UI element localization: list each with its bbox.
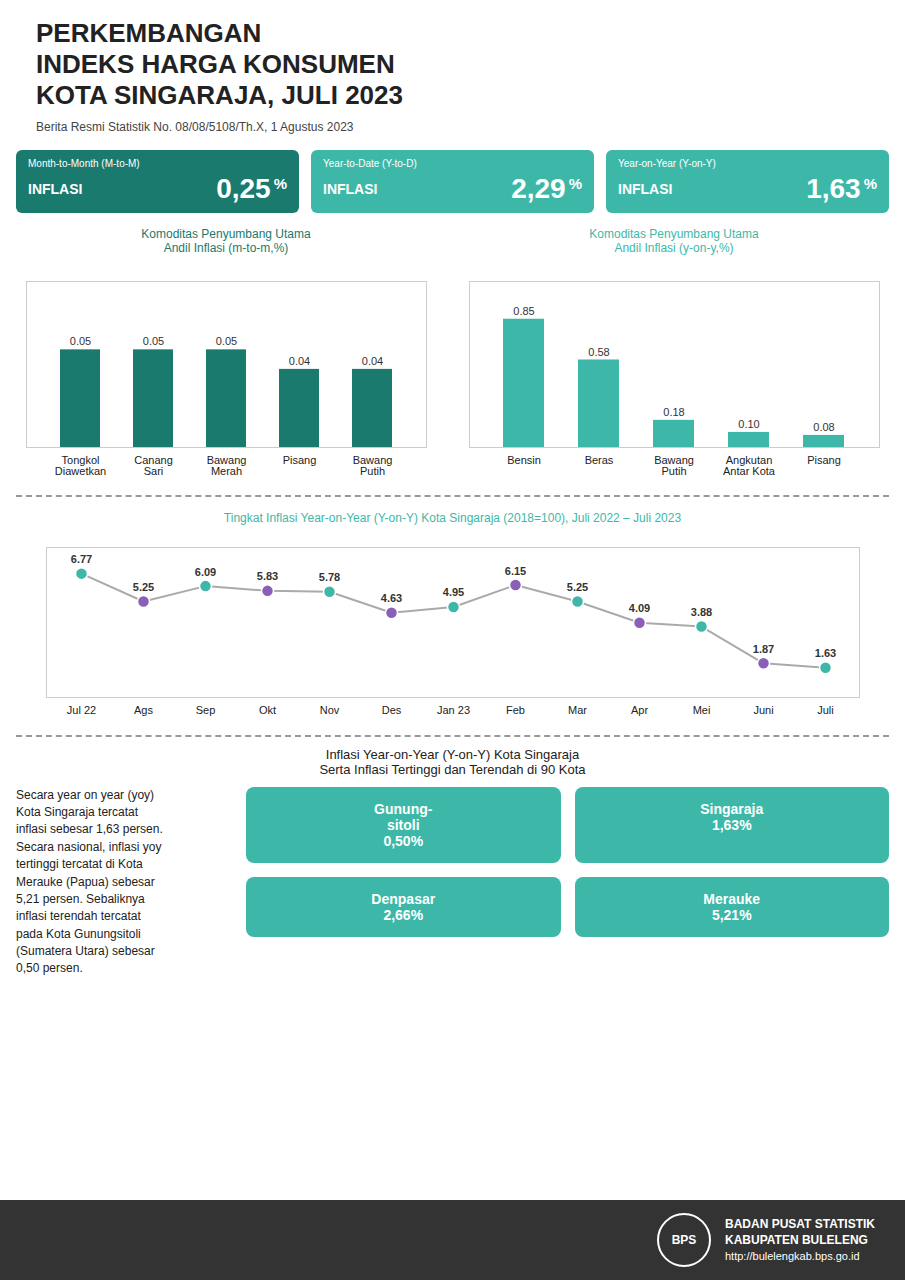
svg-text:Ags: Ags (134, 704, 153, 716)
svg-text:0.04: 0.04 (289, 354, 310, 366)
svg-text:Pisang: Pisang (807, 454, 841, 466)
svg-text:Apr: Apr (631, 704, 648, 716)
svg-text:BawangPutih: BawangPutih (353, 454, 393, 477)
html-text:Secara year on year (yoy) Kota: Secara year on year (yoy) Kota Singaraja… (16, 787, 163, 976)
html-text:Denpasar 2,66%: Denpasar 2,66% (371, 890, 436, 923)
svg-text:Juni: Juni (753, 704, 773, 716)
svg-text:3.88: 3.88 (691, 606, 712, 618)
svg-text:1.63: 1.63 (815, 647, 836, 659)
svg-text:0.58: 0.58 (588, 345, 609, 357)
html-text:Merauke 5,21%: Merauke 5,21% (703, 890, 761, 923)
svg-text:4.09: 4.09 (629, 602, 650, 614)
html-text:2,29%: 2,29% (511, 172, 582, 204)
svg-text:TongkolDiawetkan: TongkolDiawetkan (55, 454, 106, 477)
html-text:INFLASI: INFLASI (323, 180, 378, 197)
svg-text:5.83: 5.83 (257, 570, 278, 582)
svg-text:BawangMerah: BawangMerah (207, 454, 247, 477)
html-text:BPS: BPS (671, 1233, 697, 1247)
svg-text:0.85: 0.85 (513, 304, 534, 316)
svg-text:Sep: Sep (196, 704, 216, 716)
html-text:Inflasi Year-on-Year (Y-on-Y): Inflasi Year-on-Year (Y-on-Y) Kota Singa… (319, 746, 586, 777)
html-text:INFLASI: INFLASI (28, 180, 83, 197)
svg-text:Feb: Feb (506, 704, 525, 716)
html-text:KABUPATEN BULELENG: KABUPATEN BULELENG (725, 1233, 868, 1248)
html-text:Singaraja 1,63%: Singaraja 1,63% (700, 800, 764, 833)
svg-text:4.63: 4.63 (381, 592, 402, 604)
html-text:BADAN PUSAT STATISTIK: BADAN PUSAT STATISTIK (725, 1216, 875, 1231)
svg-text:Pisang: Pisang (283, 454, 317, 466)
html-text:Year-on-Year (Y-on-Y): Year-on-Year (Y-on-Y) (618, 157, 716, 169)
html-text:Year-to-Date (Y-to-D): Year-to-Date (Y-to-D) (323, 157, 417, 169)
svg-text:Juli: Juli (817, 704, 834, 716)
html-text:INFLASI: INFLASI (618, 180, 673, 197)
html-text:Month-to-Month (M-to-M): Month-to-Month (M-to-M) (28, 157, 140, 169)
svg-text:0.05: 0.05 (143, 335, 164, 347)
svg-text:Okt: Okt (259, 704, 276, 716)
svg-text:Jan 23: Jan 23 (437, 704, 470, 716)
svg-text:0.05: 0.05 (216, 335, 237, 347)
svg-text:6.09: 6.09 (195, 565, 216, 577)
svg-text:Jul 22: Jul 22 (67, 704, 96, 716)
svg-text:Mei: Mei (693, 704, 711, 716)
svg-text:Mar: Mar (568, 704, 587, 716)
svg-text:6.15: 6.15 (505, 564, 526, 576)
svg-text:6.77: 6.77 (71, 553, 92, 565)
svg-text:Beras: Beras (585, 454, 614, 466)
svg-text:BawangPutih: BawangPutih (654, 454, 694, 477)
svg-text:1.87: 1.87 (753, 642, 774, 654)
svg-text:Bensin: Bensin (507, 454, 541, 466)
html-text:Tingkat Inflasi Year-on-Year (: Tingkat Inflasi Year-on-Year (Y-on-Y) Ko… (223, 510, 682, 525)
html-text:PERKEMBANGAN INDEKS HARGA KONS: PERKEMBANGAN INDEKS HARGA KONSUMEN KOTA … (36, 18, 403, 111)
svg-text:4.95: 4.95 (443, 586, 464, 598)
svg-text:0.05: 0.05 (70, 335, 91, 347)
svg-text:CanangSari: CanangSari (134, 454, 173, 477)
svg-text:5.25: 5.25 (567, 581, 588, 593)
svg-text:0.18: 0.18 (663, 405, 684, 417)
html-text:Berita Resmi Statistik No. 08/: Berita Resmi Statistik No. 08/08/5108/Th… (36, 119, 354, 134)
svg-text:0.04: 0.04 (362, 354, 383, 366)
svg-text:5.78: 5.78 (319, 571, 340, 583)
svg-text:0.10: 0.10 (738, 417, 759, 429)
svg-text:0.08: 0.08 (813, 421, 834, 433)
html-text:0,25%: 0,25% (216, 172, 287, 204)
html-text:Komoditas Penyumbang Utama And: Komoditas Penyumbang Utama Andil Inflasi… (141, 226, 311, 255)
html-text:Gunung- sitoli 0,50%: Gunung- sitoli 0,50% (374, 800, 433, 849)
html-text:1,63%: 1,63% (806, 172, 877, 204)
svg-text:Des: Des (382, 704, 402, 716)
svg-text:5.25: 5.25 (133, 581, 154, 593)
html-text:http://bulelengkab.bps.go.id: http://bulelengkab.bps.go.id (725, 1250, 860, 1263)
svg-text:Nov: Nov (320, 704, 340, 716)
html-text:Komoditas Penyumbang Utama And: Komoditas Penyumbang Utama Andil Inflasi… (589, 226, 759, 255)
svg-text:AngkutanAntar Kota: AngkutanAntar Kota (723, 454, 776, 477)
